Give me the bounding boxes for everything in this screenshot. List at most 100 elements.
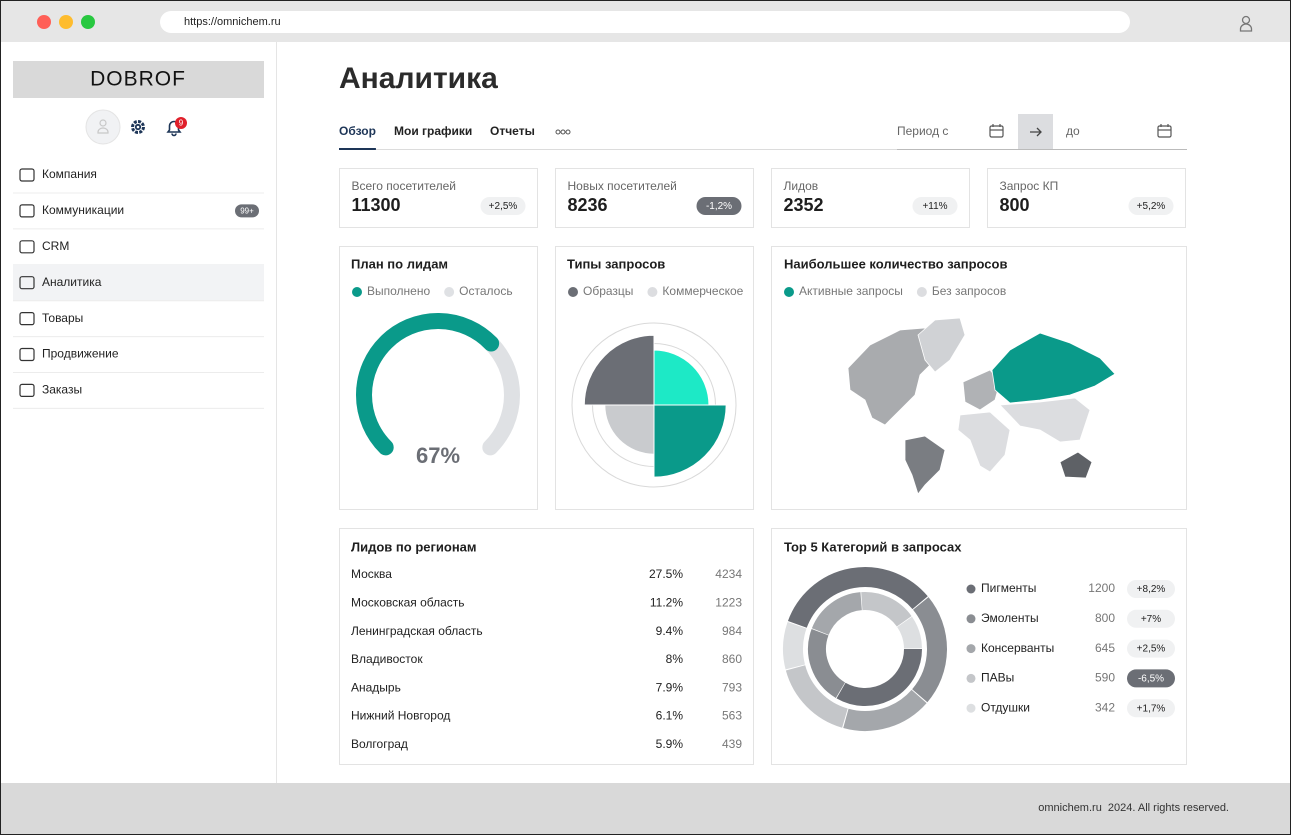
tab-underline — [339, 148, 376, 150]
asia — [999, 397, 1091, 443]
calendar-icon[interactable] — [989, 124, 1004, 138]
menu-item[interactable]: Продвижение — [42, 347, 119, 361]
legend-swatch — [784, 287, 794, 297]
legend-swatch — [352, 287, 362, 297]
menu: Компания Коммуникации 99+ CRM Аналитика Товар… — [13, 167, 264, 409]
menu-item[interactable]: Товары — [42, 311, 83, 325]
window-maximize[interactable] — [81, 15, 95, 29]
menu-item[interactable]: Компания — [42, 167, 97, 181]
stat-badge — [696, 197, 742, 215]
gauge-value — [356, 313, 500, 456]
period-to[interactable]: до — [1066, 124, 1080, 138]
menu-active-bg — [13, 264, 264, 301]
menu-icon — [19, 347, 35, 362]
menu-item[interactable]: Аналитика — [42, 275, 102, 289]
settings-icon[interactable] — [131, 120, 145, 134]
region-share: 27.5% — [649, 567, 683, 581]
stat-label: Всего посетителей — [352, 179, 456, 193]
url-bar[interactable] — [160, 11, 1130, 33]
menu-item[interactable]: Заказы — [42, 383, 82, 397]
category-swatch — [966, 673, 976, 683]
stat-badge — [480, 197, 526, 215]
legend-label: Образцы — [583, 284, 633, 298]
region-name: Московская область — [351, 595, 465, 609]
australia — [1059, 451, 1093, 479]
period-from[interactable]: Период с — [897, 124, 948, 138]
avatar-icon — [97, 119, 109, 134]
category-change: -6,5% — [1138, 674, 1164, 685]
legend-label: Коммерческое — [662, 284, 743, 298]
stat-change: -1,2% — [706, 201, 732, 212]
polar-grid — [571, 322, 737, 488]
menu-icon — [19, 312, 35, 326]
category-value: 1200 — [1088, 581, 1115, 595]
region-count: 1223 — [715, 595, 742, 609]
region-share: 9.4% — [656, 624, 684, 638]
category-value: 800 — [1095, 611, 1115, 625]
menu-icon — [19, 204, 35, 218]
category-name: ПАВы — [981, 671, 1014, 685]
notification-count: 9 — [179, 119, 184, 128]
donut-segment — [836, 648, 922, 706]
legend-label: Без запросов — [932, 284, 1006, 298]
region-count: 4234 — [715, 567, 742, 581]
card-title: Лидов по регионам — [351, 539, 477, 554]
region-name: Владивосток — [351, 652, 423, 666]
legend-swatch — [916, 287, 927, 297]
category-change: +7% — [1141, 614, 1161, 625]
donut-segment — [843, 689, 927, 731]
stat-value: 11300 — [352, 195, 401, 215]
category-name: Пигменты — [981, 581, 1036, 595]
region-share: 11.2% — [650, 595, 683, 609]
region-share: 5.9% — [656, 737, 684, 751]
stat-badge — [912, 197, 958, 215]
arrow-icon — [1030, 127, 1042, 137]
avatar[interactable] — [85, 109, 121, 145]
window-close[interactable] — [37, 15, 51, 29]
category-badge — [1127, 669, 1175, 688]
category-swatch — [966, 644, 976, 654]
donut-segment — [783, 622, 807, 670]
notifications-icon[interactable]: 9 — [166, 117, 187, 137]
categories-card — [771, 528, 1187, 765]
region-name: Анадырь — [351, 680, 401, 694]
stat-value: 2352 — [784, 195, 824, 215]
stat-change: +11% — [922, 201, 947, 212]
category-name: Консерванты — [981, 641, 1054, 655]
tab[interactable]: Отчеты — [490, 124, 535, 138]
category-swatch — [966, 614, 976, 624]
url: https://omnichem.ru — [184, 16, 281, 28]
polar-segment — [653, 404, 727, 478]
stat-label: Новых посетителей — [568, 179, 677, 193]
more-tabs[interactable] — [555, 129, 571, 135]
category-swatch — [966, 584, 976, 594]
donut-segment — [896, 616, 922, 649]
region-share: 8% — [666, 652, 684, 666]
user-icon[interactable] — [1239, 15, 1253, 32]
region-share: 7.9% — [656, 680, 684, 694]
charts: Выполнено Осталось Образцы Коммерческое Акти… — [351, 284, 1175, 751]
donut-segment — [785, 664, 849, 728]
stat-badge — [1128, 197, 1174, 215]
calendar-icon[interactable] — [1157, 124, 1172, 138]
region-name: Волгоград — [351, 737, 408, 751]
window-minimize[interactable] — [59, 15, 73, 29]
stat-label: Запрос КП — [1000, 179, 1059, 193]
menu-badge — [235, 204, 259, 218]
logo-box — [13, 61, 264, 98]
category-value: 342 — [1095, 700, 1115, 714]
tab[interactable]: Обзор — [339, 124, 376, 138]
menu-icon — [19, 383, 35, 397]
stat-change: +2,5% — [489, 201, 518, 212]
category-name: Эмоленты — [981, 611, 1039, 625]
legend-swatch — [444, 287, 455, 297]
tab[interactable]: Мои графики — [394, 124, 472, 138]
menu-icon — [19, 168, 35, 182]
category-value: 590 — [1095, 671, 1115, 685]
legend-swatch — [568, 287, 578, 297]
menu-item[interactable]: CRM — [42, 239, 69, 253]
stats: Всего посетителей 11300 +2,5% Новых посетит… — [339, 168, 1186, 228]
south-america — [904, 435, 946, 495]
menu-item[interactable]: Коммуникации — [42, 203, 124, 217]
donut-segment — [787, 567, 928, 629]
